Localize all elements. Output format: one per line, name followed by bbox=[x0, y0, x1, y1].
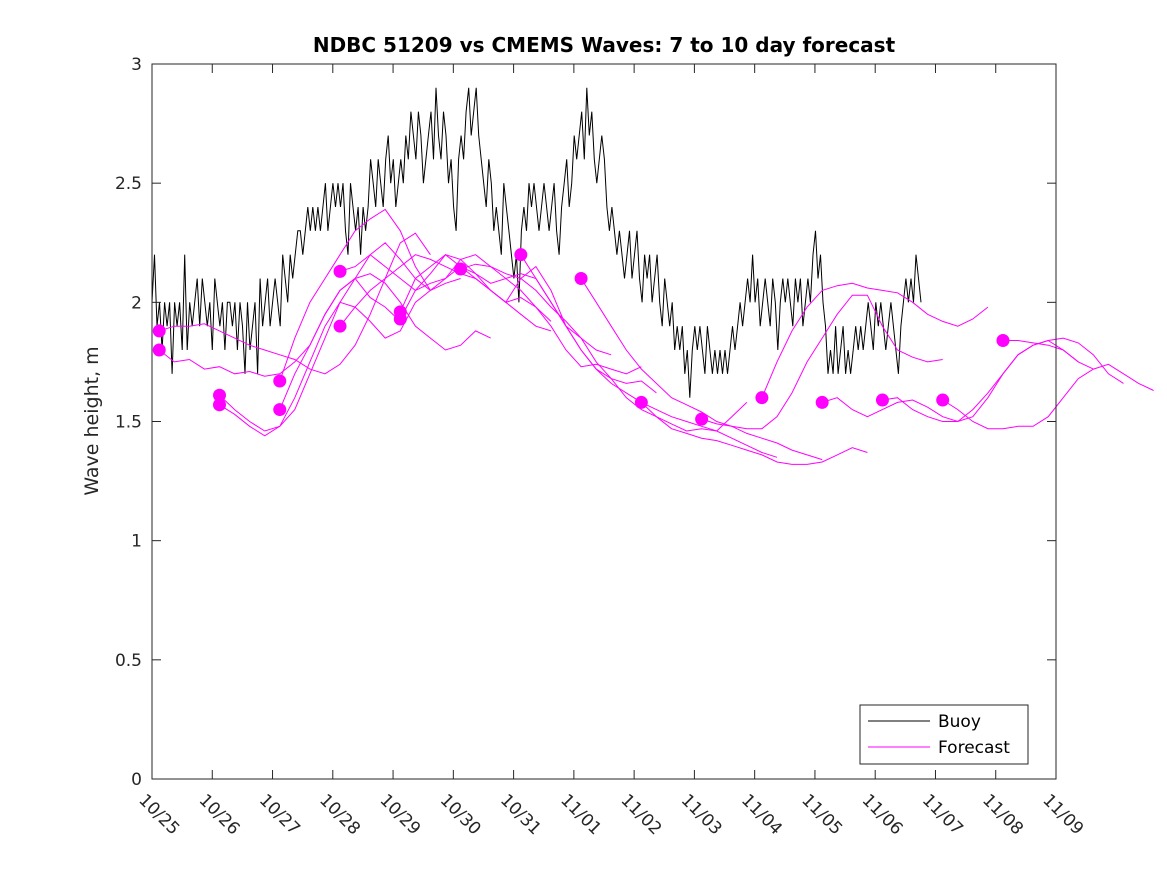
forecast-start-marker bbox=[212, 398, 226, 412]
forecast-start-marker bbox=[996, 333, 1010, 347]
forecast-line-7 bbox=[339, 254, 552, 332]
forecast-line-11 bbox=[520, 254, 778, 458]
forecast-start-marker bbox=[454, 262, 468, 276]
legend-box bbox=[859, 704, 1029, 765]
forecast-start-marker bbox=[393, 312, 407, 326]
forecast-start-marker bbox=[936, 393, 950, 407]
y-tick-label: 1.5 bbox=[115, 413, 142, 433]
y-tick-label: 0.5 bbox=[115, 651, 142, 671]
y-tick-label: 2.5 bbox=[115, 174, 142, 194]
y-tick-label: 0 bbox=[131, 770, 142, 790]
forecast-start-marker bbox=[514, 248, 528, 262]
forecast-line-15 bbox=[761, 282, 989, 398]
y-tick-label: 2 bbox=[131, 293, 142, 313]
y-tick-label: 3 bbox=[131, 55, 142, 75]
forecast-line-18 bbox=[942, 363, 1154, 430]
forecast-start-marker bbox=[634, 395, 648, 409]
forecast-start-marker bbox=[755, 391, 769, 405]
buoy-line bbox=[151, 87, 922, 398]
forecast-line-1 bbox=[158, 277, 401, 377]
series-layer bbox=[151, 87, 1154, 465]
forecast-line-17 bbox=[882, 337, 1124, 422]
legend-forecast-label: Forecast bbox=[938, 738, 1010, 758]
forecast-start-marker bbox=[273, 374, 287, 388]
forecast-start-marker bbox=[152, 343, 166, 357]
forecast-start-marker bbox=[574, 272, 588, 285]
forecast-line-10 bbox=[460, 263, 748, 432]
chart-title: NDBC 51209 vs CMEMS Waves: 7 to 10 day f… bbox=[313, 33, 896, 57]
forecast-line-19 bbox=[1003, 340, 1094, 370]
legend: Buoy Forecast bbox=[859, 704, 1029, 765]
forecast-line-5 bbox=[279, 273, 491, 410]
forecast-line-8 bbox=[399, 254, 642, 375]
forecast-line-3 bbox=[219, 290, 431, 437]
forecast-start-marker bbox=[273, 403, 287, 417]
forecast-start-marker bbox=[333, 319, 347, 333]
forecast-line-9 bbox=[399, 253, 657, 394]
forecast-line-12 bbox=[580, 278, 823, 461]
plot-area bbox=[152, 64, 1056, 779]
y-tick-label: 1 bbox=[131, 532, 142, 552]
forecast-start-marker bbox=[695, 412, 709, 426]
forecast-start-marker bbox=[333, 264, 347, 278]
forecast-line-14 bbox=[701, 294, 943, 430]
forecast-start-marker bbox=[212, 388, 226, 402]
legend-buoy-label: Buoy bbox=[938, 712, 981, 732]
y-axis-label: Wave height, m bbox=[81, 346, 103, 495]
forecast-start-marker bbox=[152, 324, 166, 338]
forecast-start-marker bbox=[875, 393, 889, 407]
forecast-line-13 bbox=[641, 402, 868, 465]
forecast-start-marker bbox=[815, 395, 829, 409]
